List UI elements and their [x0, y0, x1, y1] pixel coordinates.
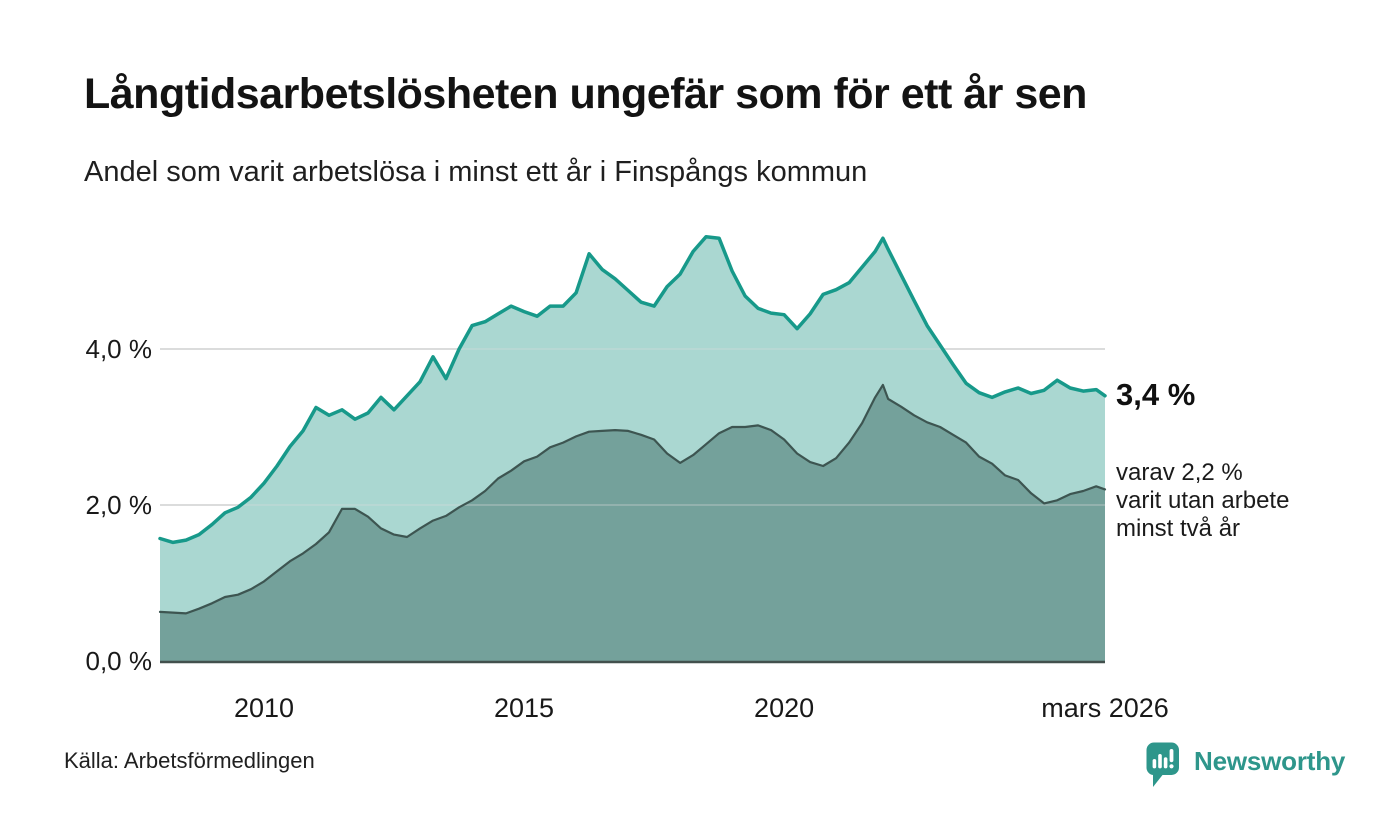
chart-title: Långtidsarbetslösheten ungefär som för e… [84, 70, 1087, 118]
y-axis-tick-label: 2,0 % [85, 490, 153, 520]
end-note-label: varav 2,2 % varit utan arbete minst två … [1116, 459, 1289, 543]
newsworthy-logo: Newsworthy [1146, 742, 1345, 788]
end-note-line-1: varav 2,2 % [1116, 459, 1243, 486]
logo-bar-tall [1158, 754, 1162, 769]
logo-exclamation-stem [1169, 749, 1174, 763]
x-axis-tick-label: 2010 [233, 693, 295, 723]
y-axis-tick-label: 4,0 % [85, 334, 153, 364]
gridlines-overlay [160, 348, 1105, 506]
end-note-line-3: minst två år [1116, 515, 1241, 542]
logo-exclamation-dot [1169, 764, 1174, 769]
logo-wordmark: Newsworthy [1194, 746, 1346, 776]
x-axis-tick-label: 2015 [494, 693, 555, 723]
y-axis-tick-label: 0,0 % [85, 646, 153, 676]
chart-subtitle: Andel som varit arbetslösa i minst ett å… [84, 156, 868, 188]
logo-bar-medium [1163, 757, 1168, 769]
line-unemployed-two-years [158, 383, 1107, 615]
source-note: Källa: Arbetsförmedlingen [64, 748, 315, 773]
end-value-label: 3,4 % [1116, 377, 1196, 412]
line-unemployed-one-year [158, 234, 1107, 545]
x-axis-tick-label: 2020 [754, 693, 815, 723]
logo-bar-small [1152, 759, 1157, 769]
end-note-line-2: varit utan arbete [1116, 487, 1290, 514]
bar-chart-speech-bubble-icon [1146, 742, 1179, 787]
area-unemployed-two-years [160, 384, 1105, 661]
x-axis-tick-label: mars 2026 [1041, 693, 1169, 723]
